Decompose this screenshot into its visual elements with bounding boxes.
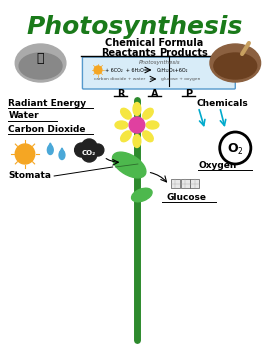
Text: Chemical Formula: Chemical Formula: [105, 38, 204, 48]
FancyBboxPatch shape: [171, 179, 180, 188]
Polygon shape: [48, 143, 52, 147]
Text: R: R: [117, 89, 124, 99]
Text: Products: Products: [159, 48, 208, 58]
Ellipse shape: [47, 146, 53, 154]
Text: 2: 2: [238, 147, 242, 156]
Circle shape: [82, 139, 97, 155]
Text: A: A: [151, 89, 158, 99]
Circle shape: [94, 66, 102, 74]
Text: Radiant Energy: Radiant Energy: [8, 98, 87, 107]
Text: Water: Water: [8, 112, 39, 120]
Text: Reactants: Reactants: [101, 48, 156, 58]
Text: glucose + oxygen: glucose + oxygen: [161, 77, 201, 81]
Ellipse shape: [133, 134, 141, 147]
Ellipse shape: [112, 152, 146, 178]
Ellipse shape: [133, 103, 141, 116]
Ellipse shape: [143, 108, 153, 119]
Ellipse shape: [19, 53, 62, 79]
FancyBboxPatch shape: [82, 57, 235, 89]
Text: Oxygen: Oxygen: [198, 161, 237, 170]
Ellipse shape: [121, 131, 131, 142]
Text: carbon dioxide + water: carbon dioxide + water: [94, 77, 145, 81]
Text: Stomata: Stomata: [8, 172, 51, 181]
Text: Chemicals: Chemicals: [196, 98, 248, 107]
Ellipse shape: [59, 150, 65, 160]
Text: O: O: [227, 141, 238, 154]
Circle shape: [75, 143, 88, 157]
Ellipse shape: [15, 44, 66, 82]
Text: CO₂: CO₂: [82, 150, 96, 156]
Ellipse shape: [131, 188, 152, 202]
Circle shape: [92, 144, 104, 156]
Ellipse shape: [121, 108, 131, 119]
FancyBboxPatch shape: [191, 179, 199, 188]
Text: P: P: [185, 89, 192, 99]
Text: Photosynthesis: Photosynthesis: [27, 15, 243, 39]
Ellipse shape: [210, 44, 261, 82]
Ellipse shape: [143, 131, 153, 142]
Text: Carbon Dioxide: Carbon Dioxide: [8, 125, 86, 133]
Text: + 6CO₂  + 6H₂O: + 6CO₂ + 6H₂O: [105, 68, 144, 72]
Text: 🌿: 🌿: [37, 52, 44, 65]
Text: C₆H₁₂O₆+6O₂: C₆H₁₂O₆+6O₂: [156, 68, 188, 72]
Ellipse shape: [146, 121, 159, 129]
Text: Photosynthesis: Photosynthesis: [139, 60, 180, 65]
Ellipse shape: [214, 53, 257, 79]
FancyBboxPatch shape: [181, 179, 190, 188]
Ellipse shape: [115, 121, 128, 129]
Polygon shape: [60, 148, 64, 152]
Text: Glucose: Glucose: [167, 194, 207, 203]
Circle shape: [129, 117, 145, 133]
Circle shape: [82, 146, 97, 162]
Circle shape: [15, 144, 35, 164]
